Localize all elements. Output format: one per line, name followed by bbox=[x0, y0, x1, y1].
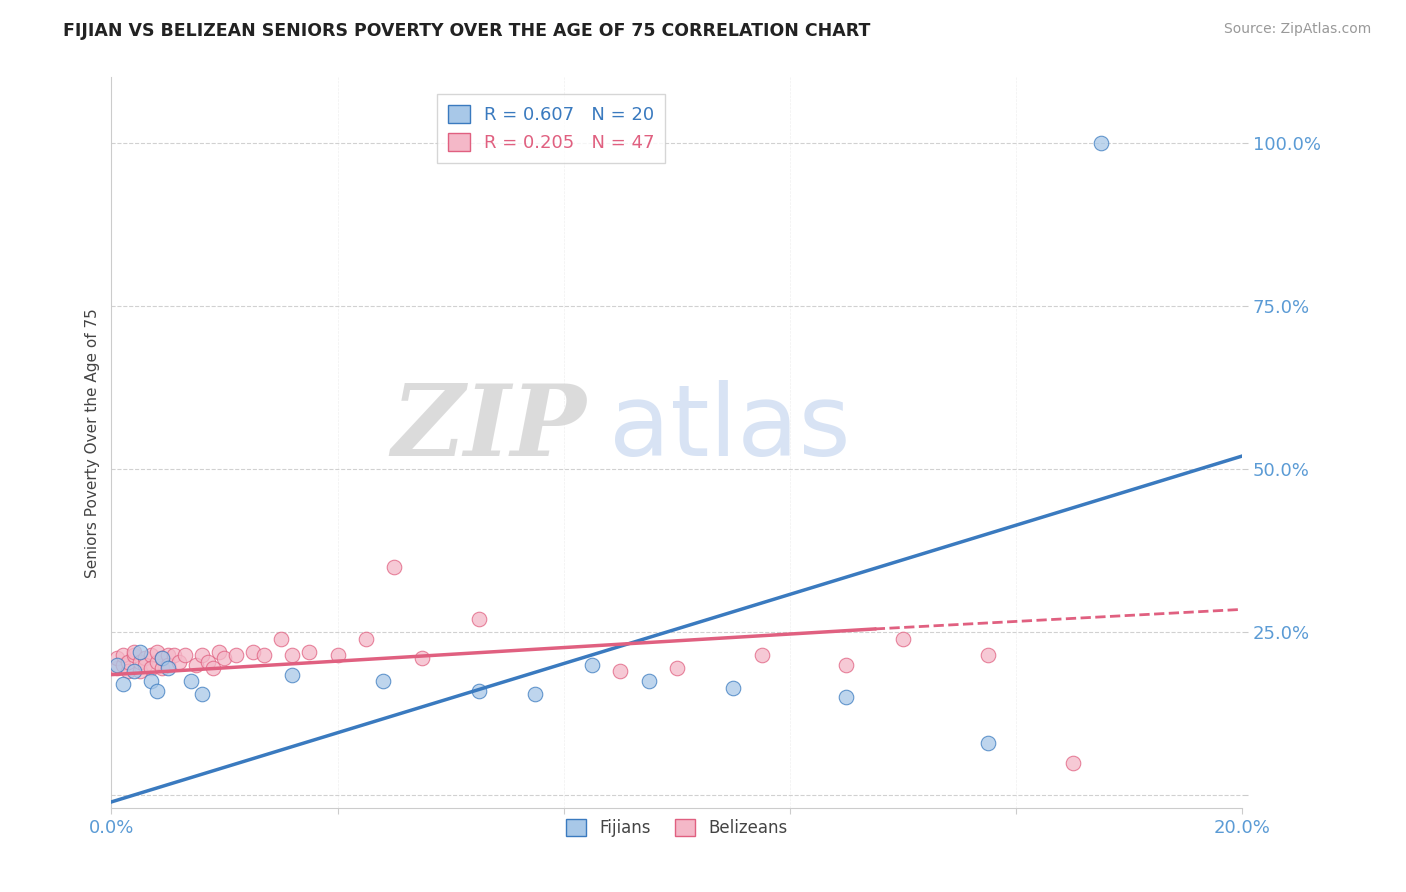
Point bbox=[835, 657, 858, 672]
Point bbox=[298, 645, 321, 659]
Point bbox=[253, 648, 276, 662]
Point bbox=[117, 655, 139, 669]
Point bbox=[891, 632, 914, 646]
Point bbox=[180, 674, 202, 689]
Point bbox=[191, 687, 214, 701]
Point bbox=[145, 655, 167, 669]
Point bbox=[117, 665, 139, 679]
Legend: Fijians, Belizeans: Fijians, Belizeans bbox=[560, 813, 794, 844]
Point bbox=[208, 645, 231, 659]
Point bbox=[242, 645, 264, 659]
Point bbox=[122, 665, 145, 679]
Point bbox=[145, 645, 167, 659]
Point bbox=[122, 645, 145, 659]
Point bbox=[128, 655, 150, 669]
Point bbox=[609, 665, 631, 679]
Point bbox=[723, 681, 745, 695]
Point bbox=[202, 661, 225, 675]
Point bbox=[167, 655, 190, 669]
Point bbox=[174, 648, 197, 662]
Point bbox=[214, 651, 236, 665]
Point bbox=[371, 674, 394, 689]
Point bbox=[139, 674, 162, 689]
Point bbox=[468, 612, 491, 626]
Point bbox=[665, 661, 688, 675]
Point bbox=[139, 648, 162, 662]
Point bbox=[637, 674, 659, 689]
Point bbox=[111, 648, 134, 662]
Point bbox=[111, 657, 134, 672]
Text: FIJIAN VS BELIZEAN SENIORS POVERTY OVER THE AGE OF 75 CORRELATION CHART: FIJIAN VS BELIZEAN SENIORS POVERTY OVER … bbox=[63, 22, 870, 40]
Point bbox=[128, 645, 150, 659]
Point bbox=[281, 648, 304, 662]
Point bbox=[281, 667, 304, 681]
Point bbox=[977, 736, 1000, 750]
Y-axis label: Seniors Poverty Over the Age of 75: Seniors Poverty Over the Age of 75 bbox=[86, 308, 100, 578]
Point bbox=[105, 651, 128, 665]
Text: ZIP: ZIP bbox=[391, 380, 586, 476]
Point bbox=[1090, 136, 1112, 150]
Point bbox=[156, 661, 179, 675]
Point bbox=[326, 648, 349, 662]
Point bbox=[122, 648, 145, 662]
Point bbox=[139, 661, 162, 675]
Point bbox=[197, 655, 219, 669]
Point bbox=[354, 632, 377, 646]
Point bbox=[468, 684, 491, 698]
Point bbox=[581, 657, 603, 672]
Point bbox=[150, 661, 173, 675]
Text: atlas: atlas bbox=[609, 380, 851, 477]
Point bbox=[225, 648, 247, 662]
Point bbox=[524, 687, 547, 701]
Point bbox=[150, 651, 173, 665]
Text: Source: ZipAtlas.com: Source: ZipAtlas.com bbox=[1223, 22, 1371, 37]
Point bbox=[191, 648, 214, 662]
Point bbox=[105, 661, 128, 675]
Point bbox=[134, 651, 156, 665]
Point bbox=[270, 632, 292, 646]
Point bbox=[977, 648, 1000, 662]
Point bbox=[162, 648, 184, 662]
Point bbox=[111, 677, 134, 691]
Point bbox=[411, 651, 433, 665]
Point bbox=[105, 657, 128, 672]
Point bbox=[128, 665, 150, 679]
Point bbox=[382, 560, 405, 574]
Point bbox=[156, 648, 179, 662]
Point bbox=[186, 657, 208, 672]
Point bbox=[150, 651, 173, 665]
Point bbox=[1062, 756, 1084, 770]
Point bbox=[134, 657, 156, 672]
Point bbox=[156, 657, 179, 672]
Point bbox=[751, 648, 773, 662]
Point bbox=[145, 684, 167, 698]
Point bbox=[835, 690, 858, 705]
